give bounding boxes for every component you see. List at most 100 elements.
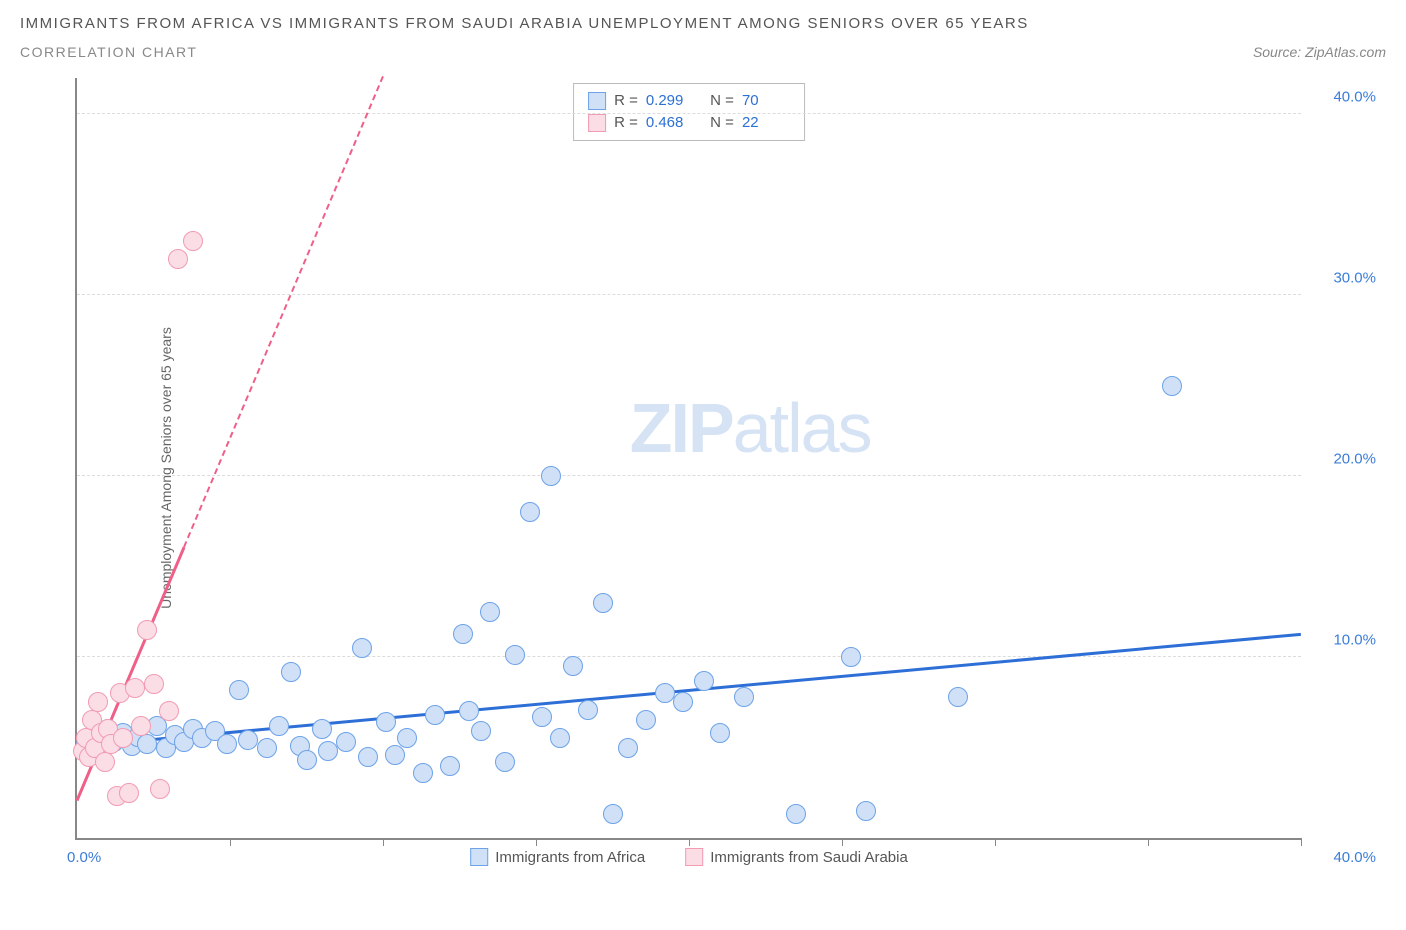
data-point — [238, 730, 258, 750]
data-point — [520, 502, 540, 522]
x-tick — [842, 838, 843, 846]
stat-n-label: N = — [702, 90, 734, 112]
gridline — [77, 656, 1301, 657]
x-tick — [230, 838, 231, 846]
data-point — [425, 705, 445, 725]
data-point — [159, 701, 179, 721]
legend-swatch — [470, 848, 488, 866]
data-point — [312, 719, 332, 739]
data-point — [358, 747, 378, 767]
data-point — [352, 638, 372, 658]
legend: Immigrants from Africa Immigrants from Sa… — [470, 848, 908, 866]
gridline — [77, 475, 1301, 476]
y-tick-label: 30.0% — [1311, 270, 1376, 287]
data-point — [385, 745, 405, 765]
trend-line — [77, 632, 1301, 747]
legend-label: Immigrants from Saudi Arabia — [710, 849, 908, 866]
data-point — [95, 752, 115, 772]
data-point — [694, 671, 714, 691]
x-axis-min-label: 0.0% — [67, 849, 101, 866]
data-point — [318, 741, 338, 761]
data-point — [217, 734, 237, 754]
data-point — [593, 593, 613, 613]
data-point — [459, 701, 479, 721]
x-tick — [383, 838, 384, 846]
title-block: IMMIGRANTS FROM AFRICA VS IMMIGRANTS FRO… — [20, 15, 1386, 60]
data-point — [948, 687, 968, 707]
y-tick-label: 10.0% — [1311, 632, 1376, 649]
x-tick — [689, 838, 690, 846]
stat-r-label: R = — [614, 112, 638, 134]
data-point — [563, 656, 583, 676]
data-point — [440, 756, 460, 776]
stat-n-value: 70 — [742, 90, 790, 112]
stat-r-label: R = — [614, 90, 638, 112]
data-point — [856, 801, 876, 821]
stats-row: R =0.468 N =22 — [588, 112, 790, 134]
data-point — [841, 647, 861, 667]
watermark: ZIPatlas — [630, 388, 871, 468]
data-point — [336, 732, 356, 752]
data-point — [532, 707, 552, 727]
data-point — [119, 783, 139, 803]
data-point — [453, 624, 473, 644]
data-point — [495, 752, 515, 772]
stat-r-value: 0.468 — [646, 112, 694, 134]
correlation-stats-box: R = 0.299 N = 70R = 0.468 N = 22 — [573, 83, 805, 141]
data-point — [397, 728, 417, 748]
trend-line-dashed — [183, 77, 384, 548]
y-tick-label: 40.0% — [1311, 89, 1376, 106]
data-point — [578, 700, 598, 720]
data-point — [125, 678, 145, 698]
legend-swatch — [588, 92, 606, 110]
data-point — [257, 738, 277, 758]
gridline — [77, 294, 1301, 295]
stat-n-value: 22 — [742, 112, 790, 134]
legend-label: Immigrants from Africa — [495, 849, 645, 866]
legend-swatch — [588, 114, 606, 132]
data-point — [144, 674, 164, 694]
x-tick — [536, 838, 537, 846]
y-tick-label: 20.0% — [1311, 451, 1376, 468]
data-point — [636, 710, 656, 730]
data-point — [113, 728, 133, 748]
data-point — [710, 723, 730, 743]
stats-row: R = 0.299 N = 70 — [588, 90, 790, 112]
chart-container: Unemployment Among Seniors over 65 years… — [20, 68, 1386, 868]
data-point — [541, 466, 561, 486]
data-point — [603, 804, 623, 824]
x-tick — [1148, 838, 1149, 846]
data-point — [734, 687, 754, 707]
x-tick — [995, 838, 996, 846]
stat-r-value: 0.299 — [646, 90, 694, 112]
data-point — [297, 750, 317, 770]
source-label: Source: ZipAtlas.com — [1253, 44, 1386, 60]
x-axis-max-label: 40.0% — [1311, 849, 1376, 866]
data-point — [786, 804, 806, 824]
legend-item: Immigrants from Saudi Arabia — [685, 848, 908, 866]
data-point — [413, 763, 433, 783]
legend-swatch — [685, 848, 703, 866]
x-tick — [1301, 838, 1302, 846]
data-point — [618, 738, 638, 758]
data-point — [183, 231, 203, 251]
chart-subtitle: CORRELATION CHART — [20, 44, 197, 60]
data-point — [673, 692, 693, 712]
data-point — [281, 662, 301, 682]
data-point — [229, 680, 249, 700]
data-point — [471, 721, 491, 741]
chart-title: IMMIGRANTS FROM AFRICA VS IMMIGRANTS FRO… — [20, 15, 1386, 32]
data-point — [550, 728, 570, 748]
data-point — [480, 602, 500, 622]
data-point — [168, 249, 188, 269]
data-point — [137, 620, 157, 640]
data-point — [505, 645, 525, 665]
data-point — [137, 734, 157, 754]
data-point — [150, 779, 170, 799]
data-point — [131, 716, 151, 736]
legend-item: Immigrants from Africa — [470, 848, 645, 866]
data-point — [1162, 376, 1182, 396]
data-point — [376, 712, 396, 732]
plot-area: ZIPatlas R = 0.299 N = 70R = 0.468 N = 22 0.… — [75, 78, 1301, 840]
data-point — [655, 683, 675, 703]
